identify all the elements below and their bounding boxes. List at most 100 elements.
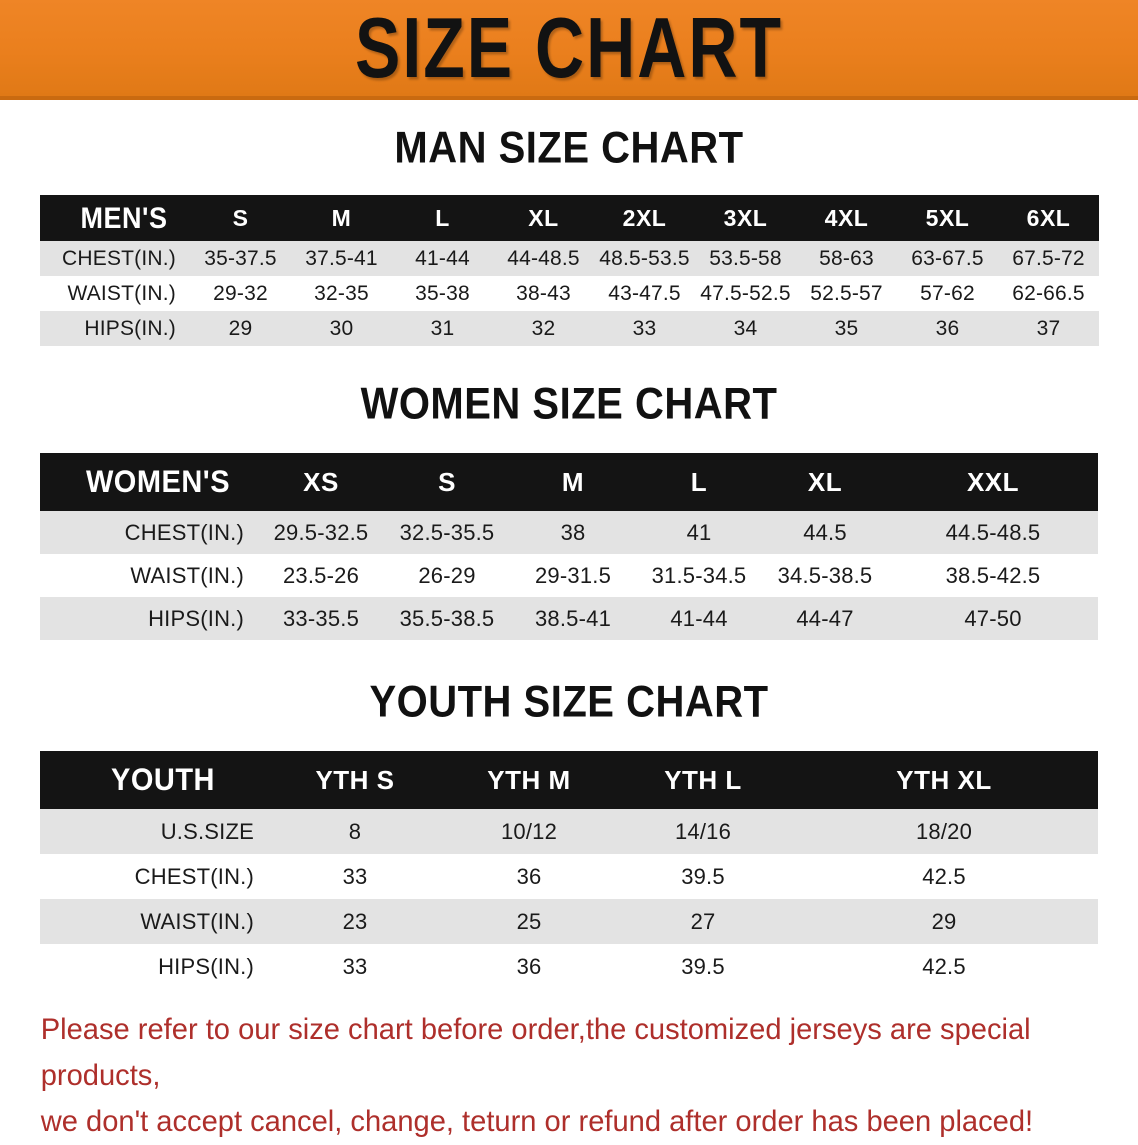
table-row: U.S.SIZE 8 10/12 14/16 18/20 — [40, 809, 1098, 854]
cell: 32.5-35.5 — [399, 519, 495, 545]
cell: 37.5-41 — [305, 246, 378, 270]
row-label: CHEST(IN.) — [62, 246, 176, 270]
man-col-label: 4XL — [824, 204, 869, 231]
cell: 48.5-53.5 — [599, 246, 690, 270]
youth-table-header-row: YOUTH YTH S YTH M YTH L YTH XL — [40, 751, 1098, 809]
row-label: WAIST(IN.) — [130, 562, 244, 588]
page-banner: SIZE CHART — [0, 0, 1138, 100]
cell: 23.5-26 — [282, 562, 359, 588]
man-header-label-cell: MEN'S — [40, 195, 190, 241]
cell: 35 — [834, 316, 859, 340]
cell: 35-38 — [415, 281, 470, 305]
order-policy-disclaimer: Please refer to our size chart before or… — [40, 1013, 1034, 1138]
cell: 33 — [342, 863, 368, 889]
cell: 38 — [560, 519, 586, 545]
man-col-label: S — [232, 204, 249, 231]
row-label: CHEST(IN.) — [124, 519, 244, 545]
man-col-label: 2XL — [622, 204, 667, 231]
man-col-label: 5XL — [925, 204, 970, 231]
women-col-label: XS — [303, 466, 339, 497]
women-col-label: XL — [807, 466, 843, 497]
row-label: HIPS(IN.) — [148, 605, 244, 631]
youth-section-heading: YOUTH SIZE CHART — [369, 677, 769, 727]
youth-col-label: YTH M — [487, 764, 571, 795]
cell: 44-48.5 — [507, 246, 580, 270]
man-col-label: XL — [528, 204, 559, 231]
cell: 18/20 — [915, 818, 973, 844]
women-col-header: L — [636, 453, 762, 511]
table-row: HIPS(IN.) 29 30 31 32 33 34 35 36 37 — [40, 311, 1099, 346]
table-row: CHEST(IN.) 35-37.5 37.5-41 41-44 44-48.5… — [40, 241, 1099, 276]
women-header-label: WOMEN'S — [85, 463, 231, 500]
youth-col-header: YTH XL — [790, 751, 1098, 809]
youth-size-table-wrapper: YOUTH YTH S YTH M YTH L YTH XL U.S.SIZE … — [40, 751, 1098, 989]
cell: 38-43 — [516, 281, 571, 305]
women-header-label-cell: WOMEN'S — [40, 453, 258, 511]
cell: 10/12 — [500, 818, 558, 844]
youth-header-label-cell: YOUTH — [40, 751, 268, 809]
cell: 35.5-38.5 — [399, 605, 495, 631]
man-size-table-wrapper: MEN'S S M L XL 2XL 3XL 4XL 5XL 6XL CHEST… — [40, 195, 1099, 346]
cell: 36 — [935, 316, 960, 340]
cell: 25 — [516, 908, 542, 934]
cell: 32-35 — [314, 281, 369, 305]
cell: 42.5 — [922, 953, 966, 979]
youth-col-header: YTH M — [442, 751, 616, 809]
cell: 31 — [430, 316, 455, 340]
cell: 36 — [516, 863, 542, 889]
man-col-header: M — [291, 195, 392, 241]
women-table-header-row: WOMEN'S XS S M L XL XXL — [40, 453, 1098, 511]
cell: 44.5 — [803, 519, 847, 545]
cell: 39.5 — [681, 953, 725, 979]
table-row: WAIST(IN.) 29-32 32-35 35-38 38-43 43-47… — [40, 276, 1099, 311]
man-col-label: 6XL — [1026, 204, 1071, 231]
cell: 63-67.5 — [911, 246, 984, 270]
row-label: U.S.SIZE — [160, 818, 254, 844]
cell: 67.5-72 — [1012, 246, 1085, 270]
cell: 29 — [228, 316, 253, 340]
cell: 53.5-58 — [709, 246, 782, 270]
cell: 44-47 — [796, 605, 854, 631]
women-size-table: WOMEN'S XS S M L XL XXL CHEST(IN.) 29.5-… — [40, 453, 1098, 640]
youth-col-header: YTH S — [268, 751, 442, 809]
man-col-header: L — [392, 195, 493, 241]
row-label: WAIST(IN.) — [140, 908, 254, 934]
cell: 23 — [342, 908, 368, 934]
page-title: SIZE CHART — [355, 0, 783, 96]
cell: 30 — [329, 316, 354, 340]
cell: 29.5-32.5 — [273, 519, 369, 545]
table-row: HIPS(IN.) 33 36 39.5 42.5 — [40, 944, 1098, 989]
cell: 42.5 — [922, 863, 966, 889]
youth-col-header: YTH L — [616, 751, 790, 809]
cell: 47.5-52.5 — [700, 281, 791, 305]
cell: 31.5-34.5 — [651, 562, 747, 588]
row-label: WAIST(IN.) — [67, 281, 176, 305]
cell: 36 — [516, 953, 542, 979]
women-col-header: XXL — [888, 453, 1098, 511]
cell: 27 — [690, 908, 716, 934]
man-table-header-row: MEN'S S M L XL 2XL 3XL 4XL 5XL 6XL — [40, 195, 1099, 241]
youth-col-label: YTH S — [315, 764, 395, 795]
cell: 8 — [348, 818, 362, 844]
man-section-heading: MAN SIZE CHART — [394, 123, 744, 173]
man-size-table: MEN'S S M L XL 2XL 3XL 4XL 5XL 6XL CHEST… — [40, 195, 1099, 346]
cell: 35-37.5 — [204, 246, 277, 270]
row-label: CHEST(IN.) — [134, 863, 254, 889]
cell: 14/16 — [674, 818, 732, 844]
man-col-header: 6XL — [998, 195, 1099, 241]
cell: 41-44 — [415, 246, 470, 270]
man-col-header: 4XL — [796, 195, 897, 241]
youth-col-label: YTH XL — [896, 764, 992, 795]
cell: 39.5 — [681, 863, 725, 889]
cell: 41-44 — [670, 605, 728, 631]
cell: 47-50 — [964, 605, 1022, 631]
cell: 33 — [632, 316, 657, 340]
women-section-heading: WOMEN SIZE CHART — [360, 379, 778, 429]
cell: 37 — [1036, 316, 1061, 340]
table-row: WAIST(IN.) 23.5-26 26-29 29-31.5 31.5-34… — [40, 554, 1098, 597]
cell: 29 — [931, 908, 957, 934]
cell: 32 — [531, 316, 556, 340]
cell: 29-32 — [213, 281, 268, 305]
cell: 57-62 — [920, 281, 975, 305]
cell: 33-35.5 — [282, 605, 359, 631]
